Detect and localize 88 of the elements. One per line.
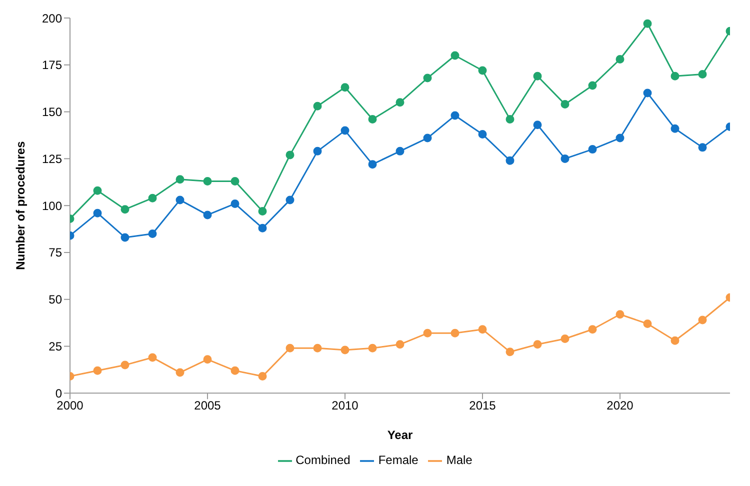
point — [616, 134, 624, 142]
y-tick-label: 25 — [48, 340, 62, 354]
point — [560, 334, 570, 344]
point — [643, 88, 652, 98]
point — [423, 134, 432, 142]
point — [698, 70, 707, 79]
point — [423, 328, 432, 338]
point — [203, 355, 212, 364]
point — [533, 72, 542, 80]
legend-label: Male — [446, 453, 472, 468]
point — [120, 360, 130, 370]
y-tick-label: 0 — [55, 386, 62, 400]
point — [148, 229, 157, 238]
y-axis-title: Number of procedures — [13, 140, 28, 270]
y-tick-label: 175 — [42, 58, 62, 72]
y-tick-label: 100 — [42, 198, 62, 213]
point — [286, 196, 294, 204]
point — [670, 124, 680, 133]
x-tick-label: 2000 — [56, 398, 84, 413]
point — [396, 340, 404, 349]
x-tick-label: 2010 — [332, 398, 359, 413]
y-tick-label: 50 — [48, 292, 62, 307]
point — [643, 19, 652, 28]
y-tick-label: 200 — [42, 11, 62, 26]
point — [286, 344, 294, 352]
point — [258, 224, 267, 232]
point — [368, 115, 377, 124]
y-tick-label: 150 — [42, 105, 62, 120]
point — [533, 340, 542, 349]
x-tick-label: 2020 — [606, 398, 634, 413]
point — [120, 233, 130, 242]
point — [93, 186, 102, 195]
point — [588, 325, 597, 334]
point — [368, 344, 377, 352]
point — [93, 366, 102, 375]
point — [478, 130, 487, 139]
point — [506, 348, 514, 356]
point — [230, 199, 240, 208]
y-tick-label: 125 — [42, 152, 62, 166]
legend-label: Female — [378, 453, 418, 468]
point — [148, 353, 157, 362]
point — [616, 55, 624, 64]
point — [670, 336, 680, 345]
point — [616, 310, 624, 319]
point — [340, 126, 350, 135]
point — [588, 81, 597, 90]
point — [176, 175, 184, 184]
point — [176, 368, 184, 377]
point — [176, 196, 184, 204]
point — [313, 146, 322, 156]
point — [478, 325, 487, 334]
point — [478, 66, 487, 75]
point — [230, 366, 240, 375]
point — [203, 176, 212, 186]
point — [368, 160, 377, 169]
point — [560, 100, 570, 109]
point — [230, 176, 240, 186]
point — [506, 156, 514, 165]
point — [450, 51, 460, 60]
x-tick-label: 2005 — [194, 398, 222, 413]
point — [698, 316, 707, 324]
point — [93, 208, 102, 218]
point — [203, 210, 212, 220]
point — [286, 150, 294, 160]
point — [340, 83, 350, 92]
point — [670, 72, 680, 80]
point — [450, 111, 460, 120]
point — [506, 115, 514, 124]
point — [533, 120, 542, 130]
point — [643, 320, 652, 328]
point — [340, 346, 350, 354]
point — [120, 205, 130, 214]
point — [560, 154, 570, 163]
point — [313, 344, 322, 352]
point — [258, 372, 267, 381]
point — [423, 74, 432, 82]
point — [396, 98, 404, 107]
legend-label: Combined — [296, 453, 350, 468]
point — [588, 145, 597, 154]
y-tick-label: 75 — [48, 246, 62, 260]
point — [258, 206, 267, 216]
point — [698, 143, 707, 152]
point — [396, 146, 404, 156]
x-axis-title: Year — [387, 428, 414, 442]
point — [313, 102, 322, 110]
point — [450, 328, 460, 338]
x-tick-label: 2015 — [469, 398, 496, 413]
point — [148, 194, 157, 202]
